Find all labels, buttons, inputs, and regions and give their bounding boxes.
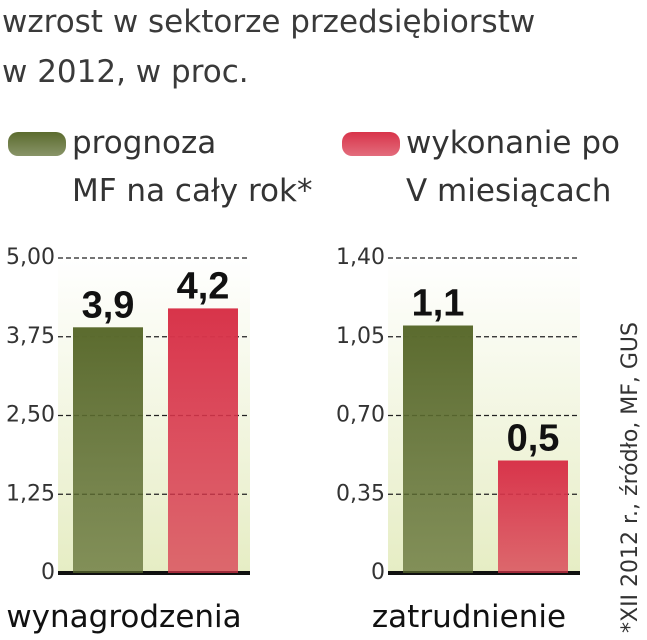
y-tick-label: 3,75 xyxy=(6,324,55,349)
legend-swatch xyxy=(342,132,400,156)
y-tick-label: 1,25 xyxy=(6,481,55,506)
title: wzrost w sektorze przedsiębiorstw xyxy=(2,4,535,40)
y-tick-label: 0 xyxy=(41,560,55,585)
title: w 2012, w proc. xyxy=(2,54,249,90)
y-tick-label: 0,35 xyxy=(336,481,385,506)
legend-label: V miesiącach xyxy=(406,173,611,209)
y-tick-label: 0,70 xyxy=(336,403,385,428)
y-tick-label: 1,05 xyxy=(336,324,385,349)
y-tick-label: 2,50 xyxy=(6,403,55,428)
bar xyxy=(168,308,238,573)
y-tick-label: 1,40 xyxy=(336,245,385,270)
legend-label: prognoza xyxy=(72,125,216,161)
x-axis-label: zatrudnienie xyxy=(372,599,566,635)
y-tick-label: 5,00 xyxy=(6,245,55,270)
value-label: 1,1 xyxy=(412,283,465,325)
value-label: 0,5 xyxy=(507,418,560,460)
x-axis-label: wynagrodzenia xyxy=(6,599,241,635)
legend-swatch xyxy=(8,132,66,156)
legend-label: MF na cały rok* xyxy=(72,173,312,209)
legend-label: wykonanie po xyxy=(406,125,620,161)
source-note: *XII 2012 r., źródło, MF, GUS xyxy=(618,322,643,633)
bar xyxy=(498,460,568,573)
bar xyxy=(403,325,473,573)
bar xyxy=(73,327,143,573)
y-tick-label: 0 xyxy=(371,560,385,585)
value-label: 4,2 xyxy=(177,265,230,307)
value-label: 3,9 xyxy=(82,284,135,326)
